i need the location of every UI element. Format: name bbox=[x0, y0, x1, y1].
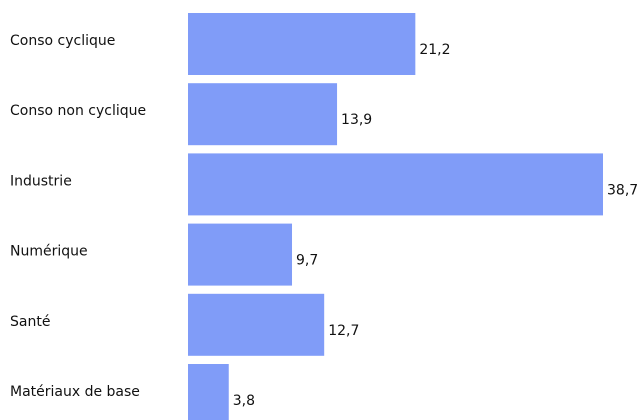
category-label-industrie: Industrie bbox=[10, 173, 72, 189]
bar-conso-cyclique bbox=[188, 13, 416, 75]
category-label-materiaux-de-base: Matériaux de base bbox=[10, 384, 140, 400]
category-label-numerique: Numérique bbox=[10, 244, 88, 260]
value-label-numerique: 9,7 bbox=[296, 253, 318, 269]
category-label-conso-cyclique: Conso cyclique bbox=[10, 33, 115, 49]
value-label-conso-non-cyclique: 13,9 bbox=[341, 112, 372, 128]
bar-numerique bbox=[188, 223, 293, 286]
bar-materiaux-de-base bbox=[188, 364, 229, 420]
value-labels: 21,2 13,9 38,7 9,7 12,7 3,8 bbox=[233, 42, 638, 409]
value-label-conso-cyclique: 21,2 bbox=[419, 42, 450, 58]
value-label-industrie: 38,7 bbox=[607, 182, 638, 198]
value-label-materiaux-de-base: 3,8 bbox=[233, 393, 255, 409]
bar-conso-non-cyclique bbox=[188, 83, 338, 146]
bar-sante bbox=[188, 293, 325, 356]
bar-industrie bbox=[188, 153, 603, 216]
category-label-conso-non-cyclique: Conso non cyclique bbox=[10, 103, 146, 119]
category-labels: Conso cyclique Conso non cyclique Industri… bbox=[10, 33, 146, 400]
value-label-sante: 12,7 bbox=[328, 323, 359, 339]
category-label-sante: Santé bbox=[10, 314, 50, 330]
bars bbox=[188, 13, 603, 420]
